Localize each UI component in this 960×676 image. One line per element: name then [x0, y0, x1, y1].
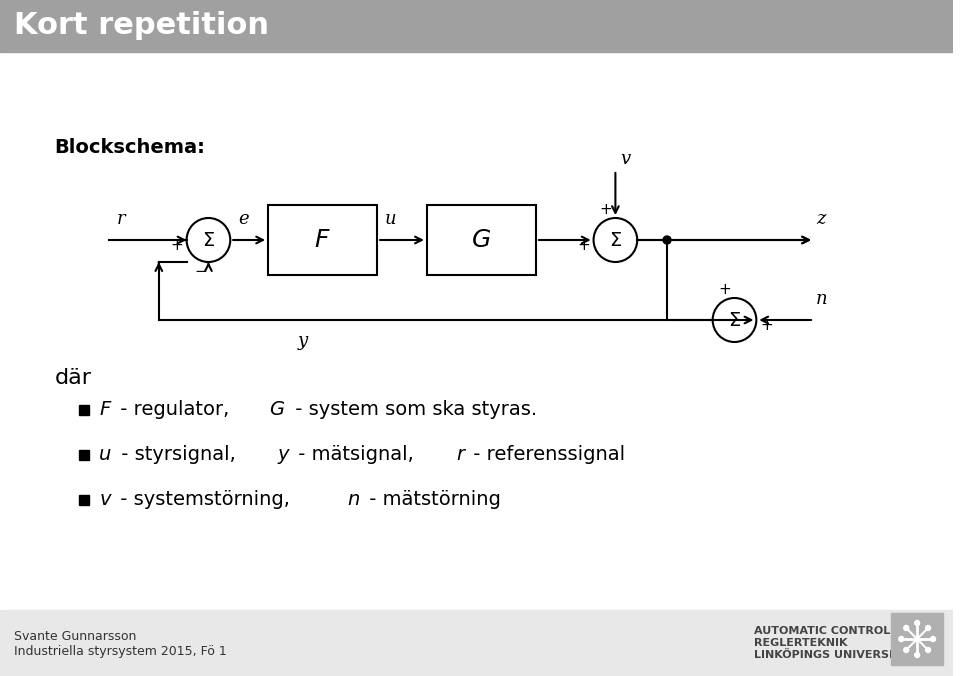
Bar — [80, 495, 89, 505]
Text: $G$: $G$ — [471, 228, 492, 252]
Text: - system som ska styras.: - system som ska styras. — [289, 400, 537, 419]
Text: - mätstörning: - mätstörning — [363, 490, 501, 509]
Text: F: F — [99, 400, 110, 419]
Text: +: + — [599, 203, 612, 218]
Text: - systemstörning,: - systemstörning, — [114, 490, 296, 509]
Circle shape — [925, 625, 930, 631]
Bar — [268, 205, 377, 275]
Text: +: + — [760, 318, 773, 333]
Bar — [0, 0, 953, 52]
Text: n: n — [348, 490, 360, 509]
Text: - mätsignal,: - mätsignal, — [293, 445, 420, 464]
Text: z: z — [816, 210, 826, 228]
Text: där: där — [55, 368, 91, 388]
Text: - referenssignal: - referenssignal — [467, 445, 625, 464]
Text: Industriella styrsystem 2015, Fö 1: Industriella styrsystem 2015, Fö 1 — [13, 645, 227, 658]
Text: G: G — [269, 400, 284, 419]
Text: u: u — [385, 210, 396, 228]
Text: $\Sigma$: $\Sigma$ — [728, 310, 741, 329]
Text: v: v — [99, 490, 110, 509]
Circle shape — [903, 625, 909, 631]
Text: +: + — [718, 283, 731, 297]
Text: u: u — [99, 445, 111, 464]
Text: +: + — [170, 239, 183, 254]
Bar — [427, 205, 536, 275]
Text: Kort repetition: Kort repetition — [13, 11, 269, 41]
Circle shape — [915, 621, 920, 625]
Text: LINKÖPINGS UNIVERSITET: LINKÖPINGS UNIVERSITET — [755, 650, 917, 660]
Bar — [0, 610, 953, 676]
Text: r: r — [456, 445, 465, 464]
Circle shape — [915, 652, 920, 658]
Circle shape — [899, 637, 903, 642]
Circle shape — [925, 648, 930, 652]
Text: REGLERTEKNIK: REGLERTEKNIK — [755, 638, 848, 648]
Text: - regulator,: - regulator, — [113, 400, 235, 419]
Text: Svante Gunnarsson: Svante Gunnarsson — [13, 630, 136, 643]
Text: v: v — [620, 150, 631, 168]
Text: y: y — [277, 445, 289, 464]
Circle shape — [930, 637, 935, 642]
Text: - styrsignal,: - styrsignal, — [115, 445, 242, 464]
Text: y: y — [298, 332, 308, 350]
Text: $F$: $F$ — [314, 228, 331, 252]
Circle shape — [663, 236, 671, 244]
Text: −: − — [194, 264, 206, 279]
Text: $\Sigma$: $\Sigma$ — [202, 231, 215, 249]
Text: n: n — [816, 290, 828, 308]
Text: $\Sigma$: $\Sigma$ — [609, 231, 622, 249]
Bar — [891, 613, 943, 665]
Bar — [80, 450, 89, 460]
Text: r: r — [117, 210, 126, 228]
Bar — [80, 405, 89, 415]
Text: Blockschema:: Blockschema: — [55, 138, 205, 157]
Circle shape — [903, 648, 909, 652]
Text: e: e — [238, 210, 249, 228]
Text: +: + — [577, 239, 590, 254]
Text: AUTOMATIC CONTROL: AUTOMATIC CONTROL — [755, 626, 891, 636]
